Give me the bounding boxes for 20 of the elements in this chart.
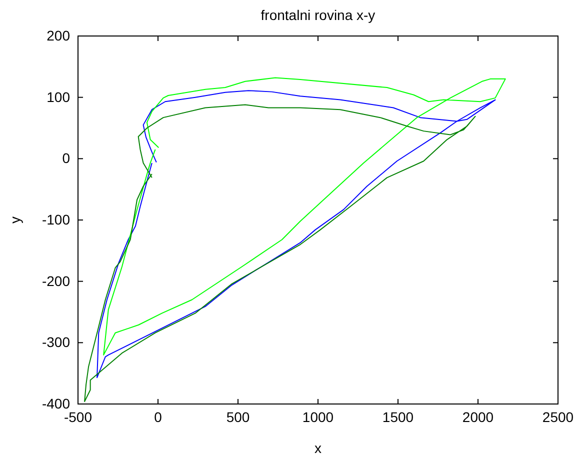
y-tick-label: 0 — [62, 150, 70, 166]
chart-title: frontalni rovina x-y — [260, 7, 376, 23]
y-tick-label: -100 — [42, 211, 70, 228]
y-tick-label: -400 — [42, 395, 70, 412]
x-tick-label: 0 — [154, 408, 162, 425]
y-tick-label: -200 — [42, 272, 70, 289]
x-tick-label: -500 — [64, 408, 92, 425]
y-tick-label: 200 — [46, 27, 70, 44]
x-tick-label: 1500 — [382, 408, 414, 425]
y-tick-label: 100 — [46, 88, 70, 105]
line-series — [96, 90, 496, 378]
y-axis-title: y — [7, 216, 23, 224]
x-axis-title: x — [314, 440, 322, 456]
line-series — [103, 77, 506, 356]
line-series — [84, 104, 476, 402]
x-tick-label: 500 — [226, 408, 250, 425]
y-tick-label: -300 — [42, 334, 70, 350]
x-tick-label: 2500 — [542, 408, 574, 425]
x-tick-label: 2000 — [462, 408, 494, 425]
x-tick-label: 1000 — [302, 408, 334, 425]
